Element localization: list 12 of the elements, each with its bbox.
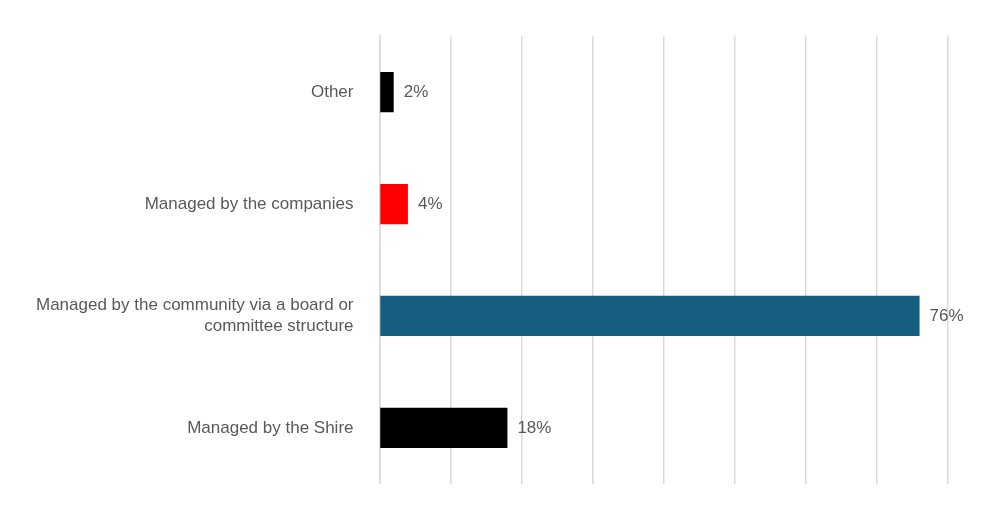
data-label: 76%	[929, 305, 964, 325]
y-tick-label: Managed by the companies	[144, 193, 354, 213]
bar	[380, 407, 508, 448]
y-tick-label: Other	[310, 81, 354, 101]
bar	[380, 183, 408, 225]
y-tick-label: Managed by the community via a board or committee structure	[35, 295, 354, 335]
bar	[380, 295, 920, 337]
data-label: 4%	[417, 193, 443, 213]
bar	[380, 72, 394, 113]
data-label: 18%	[517, 417, 552, 437]
y-tick-label: Managed by the Shire	[187, 417, 354, 437]
data-label: 2%	[403, 81, 429, 101]
